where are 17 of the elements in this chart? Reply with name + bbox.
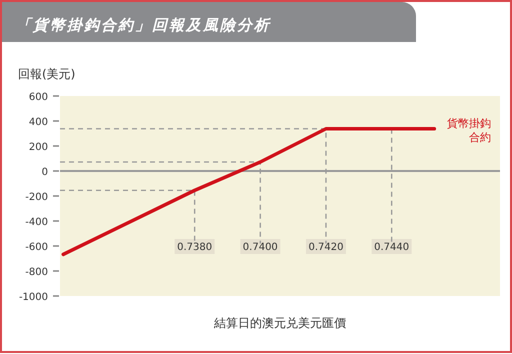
y-tick-label: 0 (42, 167, 48, 178)
y-tick-label: -200 (25, 192, 48, 203)
y-tick-label: 200 (28, 142, 48, 153)
y-tick-label: -600 (25, 242, 48, 253)
x-tick-label: 0.7440 (374, 242, 410, 253)
y-tick-label: -1000 (18, 292, 48, 303)
y-axis-title: 回報(美元) (18, 67, 76, 81)
series-label: 貨幣掛鈎合約 (447, 116, 491, 144)
y-tick-label: 400 (28, 117, 48, 128)
x-axis-title: 結算日的澳元兑美元匯價 (213, 316, 346, 330)
x-tick-label: 0.7380 (177, 242, 212, 253)
y-tick-label: 600 (28, 92, 48, 103)
x-tick-label: 0.7400 (242, 242, 278, 253)
y-tick-label: -400 (25, 217, 48, 228)
chart-title: 「貨幣掛鈎合約」回報及風險分析 (16, 16, 271, 34)
x-tick-label: 0.7420 (308, 242, 344, 253)
y-tick-label: -800 (25, 267, 48, 278)
